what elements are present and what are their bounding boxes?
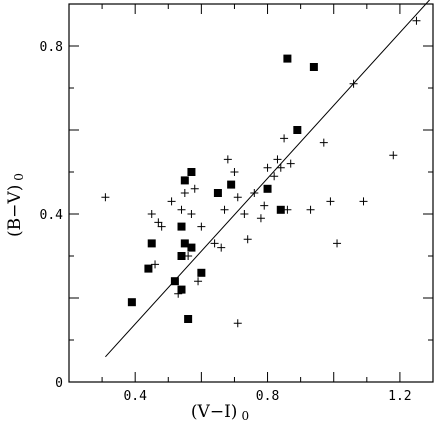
- plus-point: [286, 159, 295, 168]
- plus-point: [412, 16, 421, 25]
- square-point: [170, 277, 179, 286]
- x-tick-label: 1.2: [388, 389, 411, 404]
- square-point: [213, 189, 222, 197]
- square-point: [309, 63, 318, 71]
- plus-point: [359, 197, 368, 206]
- square-point: [184, 315, 193, 323]
- plus-point: [273, 155, 282, 164]
- data-markers: [101, 16, 421, 328]
- plus-point: [389, 151, 398, 160]
- plus-point: [326, 197, 335, 206]
- square-point: [147, 239, 156, 248]
- plus-point: [197, 222, 206, 231]
- plus-point: [223, 155, 232, 164]
- x-tick-label: 0.4: [123, 389, 147, 404]
- plus-point: [283, 205, 292, 214]
- plus-point: [306, 205, 315, 214]
- y-axis-label-subscript: 0: [12, 173, 26, 181]
- plus-point: [280, 134, 289, 143]
- square-point: [227, 180, 236, 189]
- plus-point: [250, 189, 259, 197]
- x-axis-title: (V−I) 0: [191, 402, 249, 423]
- plus-point: [319, 138, 328, 147]
- axis-ticks: [68, 3, 434, 383]
- plus-point: [333, 239, 342, 248]
- y-tick-label: 0.4: [40, 208, 64, 223]
- plus-point: [217, 243, 226, 252]
- square-point: [180, 176, 189, 185]
- square-point: [144, 264, 153, 273]
- plus-point: [101, 193, 110, 202]
- y-axis-title: (B−V) 0: [5, 173, 26, 237]
- plus-point: [349, 79, 358, 88]
- plus-point: [276, 163, 285, 172]
- plus-point: [263, 163, 272, 172]
- square-point: [127, 298, 136, 307]
- y-axis-label: (B−V): [5, 185, 25, 237]
- plus-point: [256, 214, 265, 223]
- plus-point: [260, 201, 269, 210]
- plus-point: [187, 210, 196, 218]
- square-point: [180, 239, 189, 248]
- y-tick-label: 0.8: [40, 40, 63, 55]
- plus-point: [230, 168, 239, 176]
- plus-point: [243, 235, 252, 244]
- square-point: [177, 285, 186, 294]
- plus-point: [167, 197, 176, 206]
- plus-point: [180, 189, 189, 197]
- fit-line: [105, 0, 431, 358]
- plus-point: [270, 172, 279, 181]
- plus-point: [177, 205, 186, 214]
- square-point: [177, 252, 186, 260]
- tick-labels: 0.4 0.8 1.2 0 0.4 0.8: [40, 40, 412, 404]
- plus-point: [233, 193, 242, 202]
- plus-point: [154, 218, 163, 227]
- plus-point: [210, 239, 219, 248]
- plus-point: [190, 184, 199, 193]
- plus-point: [233, 319, 242, 328]
- square-point: [177, 222, 186, 231]
- plus-point: [220, 205, 229, 214]
- plus-point: [174, 289, 183, 298]
- square-point: [187, 243, 196, 252]
- x-axis-label: (V−I): [191, 402, 238, 422]
- plus-point: [157, 222, 166, 231]
- square-point: [293, 126, 302, 134]
- y-tick-label: 0: [55, 376, 63, 391]
- plus-point: [184, 252, 193, 260]
- square-point: [283, 54, 292, 63]
- plus-point: [151, 260, 160, 269]
- plus-point: [240, 210, 249, 218]
- plus-point: [147, 210, 156, 218]
- square-point: [187, 168, 196, 176]
- square-point: [276, 205, 285, 214]
- square-point: [263, 184, 272, 193]
- plot-frame: [68, 3, 434, 383]
- x-axis-label-subscript: 0: [241, 409, 249, 423]
- square-point: [197, 268, 206, 277]
- plus-point: [194, 277, 203, 286]
- x-tick-label: 0.8: [256, 389, 279, 404]
